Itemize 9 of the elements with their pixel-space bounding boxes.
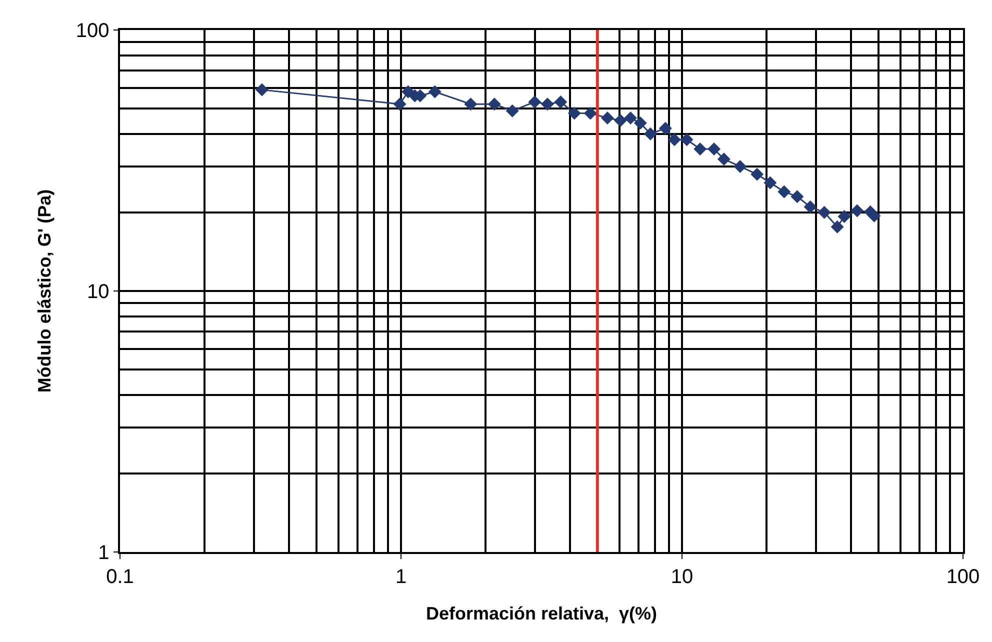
y-axis-title: Módulo elástico, G' (Pa): [34, 189, 55, 393]
x-tick-label: 1: [395, 566, 407, 588]
x-tick-label: 10: [670, 566, 694, 588]
x-tick-label: 0.1: [106, 566, 134, 588]
y-tick-label: 10: [87, 281, 110, 303]
y-tick-label: 1: [98, 542, 110, 564]
x-tick-label: 100: [946, 566, 980, 588]
y-tick-label: 100: [76, 20, 110, 42]
x-axis-title: Deformación relativa, γ(%): [426, 603, 658, 624]
